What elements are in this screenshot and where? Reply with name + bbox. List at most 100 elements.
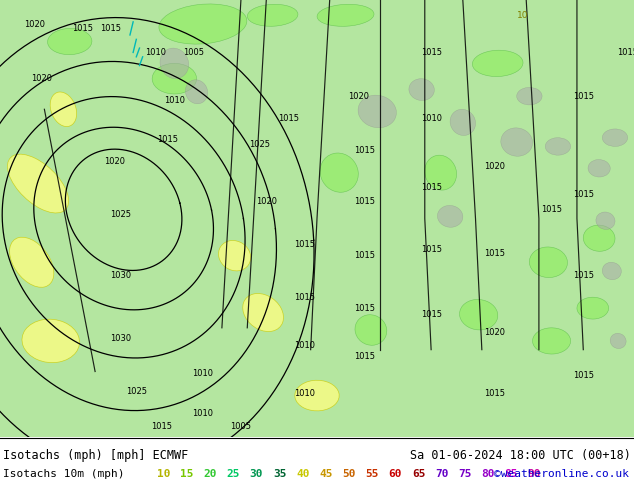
Text: 1010: 1010: [420, 114, 442, 122]
Ellipse shape: [409, 79, 434, 100]
Ellipse shape: [529, 247, 567, 277]
Text: 1015: 1015: [354, 251, 375, 260]
Text: 1005: 1005: [183, 48, 204, 57]
Text: 1020: 1020: [347, 92, 369, 100]
Ellipse shape: [22, 319, 79, 363]
Text: 1025: 1025: [249, 140, 271, 149]
Text: 1015: 1015: [354, 304, 375, 313]
Text: 1010: 1010: [192, 369, 214, 378]
Text: 1010: 1010: [294, 389, 315, 398]
Ellipse shape: [8, 154, 68, 213]
Text: 1015: 1015: [573, 190, 594, 199]
Text: 1005: 1005: [230, 422, 252, 431]
Text: 1015: 1015: [420, 245, 442, 254]
Text: 1020: 1020: [30, 74, 52, 83]
Text: 1010: 1010: [145, 48, 166, 57]
Ellipse shape: [583, 225, 615, 251]
Ellipse shape: [460, 299, 498, 330]
Ellipse shape: [152, 63, 197, 94]
Text: 1015: 1015: [573, 92, 594, 100]
Ellipse shape: [545, 138, 571, 155]
Text: 1010: 1010: [192, 409, 214, 417]
Text: 25: 25: [227, 469, 240, 479]
Ellipse shape: [159, 4, 247, 44]
Text: 1020: 1020: [103, 157, 125, 166]
Text: 75: 75: [458, 469, 472, 479]
Text: 45: 45: [320, 469, 333, 479]
Ellipse shape: [596, 212, 615, 229]
Ellipse shape: [320, 153, 358, 192]
Ellipse shape: [317, 4, 374, 26]
Ellipse shape: [247, 4, 298, 26]
Text: 1015: 1015: [354, 352, 375, 361]
Text: 20: 20: [204, 469, 217, 479]
Text: 1015: 1015: [72, 24, 93, 33]
Text: 80: 80: [481, 469, 495, 479]
Text: 1015: 1015: [541, 205, 562, 214]
Ellipse shape: [10, 237, 54, 287]
Text: 1015: 1015: [294, 293, 315, 302]
Ellipse shape: [501, 128, 533, 156]
Ellipse shape: [517, 87, 542, 105]
Text: 1015: 1015: [151, 422, 172, 431]
Text: 1020: 1020: [484, 162, 505, 171]
Ellipse shape: [48, 28, 92, 55]
Text: 1015: 1015: [354, 196, 375, 206]
Text: 1015: 1015: [354, 147, 375, 155]
Text: 65: 65: [412, 469, 425, 479]
Text: 1015: 1015: [420, 48, 442, 57]
Ellipse shape: [610, 333, 626, 348]
Text: 1025: 1025: [110, 210, 131, 219]
Ellipse shape: [472, 50, 523, 76]
Text: 1020: 1020: [24, 20, 46, 28]
Text: 1015: 1015: [278, 114, 299, 122]
Text: 50: 50: [342, 469, 356, 479]
Text: 60: 60: [389, 469, 402, 479]
Text: 1015: 1015: [573, 371, 594, 380]
Text: 1025: 1025: [126, 387, 147, 396]
Text: 1020: 1020: [484, 328, 505, 337]
Text: 1015: 1015: [420, 310, 442, 319]
Ellipse shape: [533, 328, 571, 354]
Text: Isotachs 10m (mph): Isotachs 10m (mph): [3, 469, 125, 479]
Ellipse shape: [358, 95, 396, 128]
Text: 1015: 1015: [617, 48, 634, 57]
Text: 1030: 1030: [110, 334, 131, 343]
Text: 70: 70: [435, 469, 448, 479]
Ellipse shape: [450, 109, 476, 135]
Text: Isotachs (mph) [mph] ECMWF: Isotachs (mph) [mph] ECMWF: [3, 449, 188, 462]
Text: 55: 55: [365, 469, 379, 479]
Text: 10: 10: [157, 469, 171, 479]
Ellipse shape: [50, 92, 77, 126]
Text: 1020: 1020: [256, 196, 277, 206]
Text: 30: 30: [250, 469, 263, 479]
Text: 1010: 1010: [294, 341, 315, 350]
Ellipse shape: [185, 80, 208, 104]
Ellipse shape: [588, 160, 611, 177]
Text: 1015: 1015: [294, 240, 315, 249]
Ellipse shape: [577, 297, 609, 319]
Text: 1015: 1015: [573, 271, 594, 280]
Text: 1015: 1015: [100, 24, 122, 33]
Text: 40: 40: [296, 469, 309, 479]
Text: 35: 35: [273, 469, 287, 479]
Ellipse shape: [160, 48, 189, 78]
Text: 1015: 1015: [484, 249, 505, 258]
Ellipse shape: [602, 262, 621, 280]
Text: ©weatheronline.co.uk: ©weatheronline.co.uk: [494, 469, 629, 479]
Ellipse shape: [243, 294, 283, 332]
Ellipse shape: [425, 155, 456, 190]
Text: 1015: 1015: [157, 135, 179, 145]
Text: 1015: 1015: [484, 389, 505, 398]
Text: Sa 01-06-2024 18:00 UTC (00+18): Sa 01-06-2024 18:00 UTC (00+18): [410, 449, 631, 462]
Text: 1010: 1010: [164, 96, 185, 105]
Text: 1030: 1030: [110, 271, 131, 280]
Ellipse shape: [602, 129, 628, 147]
Text: 10: 10: [517, 11, 529, 20]
Text: 90: 90: [527, 469, 541, 479]
Ellipse shape: [437, 205, 463, 227]
Text: 15: 15: [180, 469, 194, 479]
Ellipse shape: [355, 315, 387, 345]
Text: 85: 85: [505, 469, 518, 479]
Text: 1015: 1015: [420, 183, 442, 193]
